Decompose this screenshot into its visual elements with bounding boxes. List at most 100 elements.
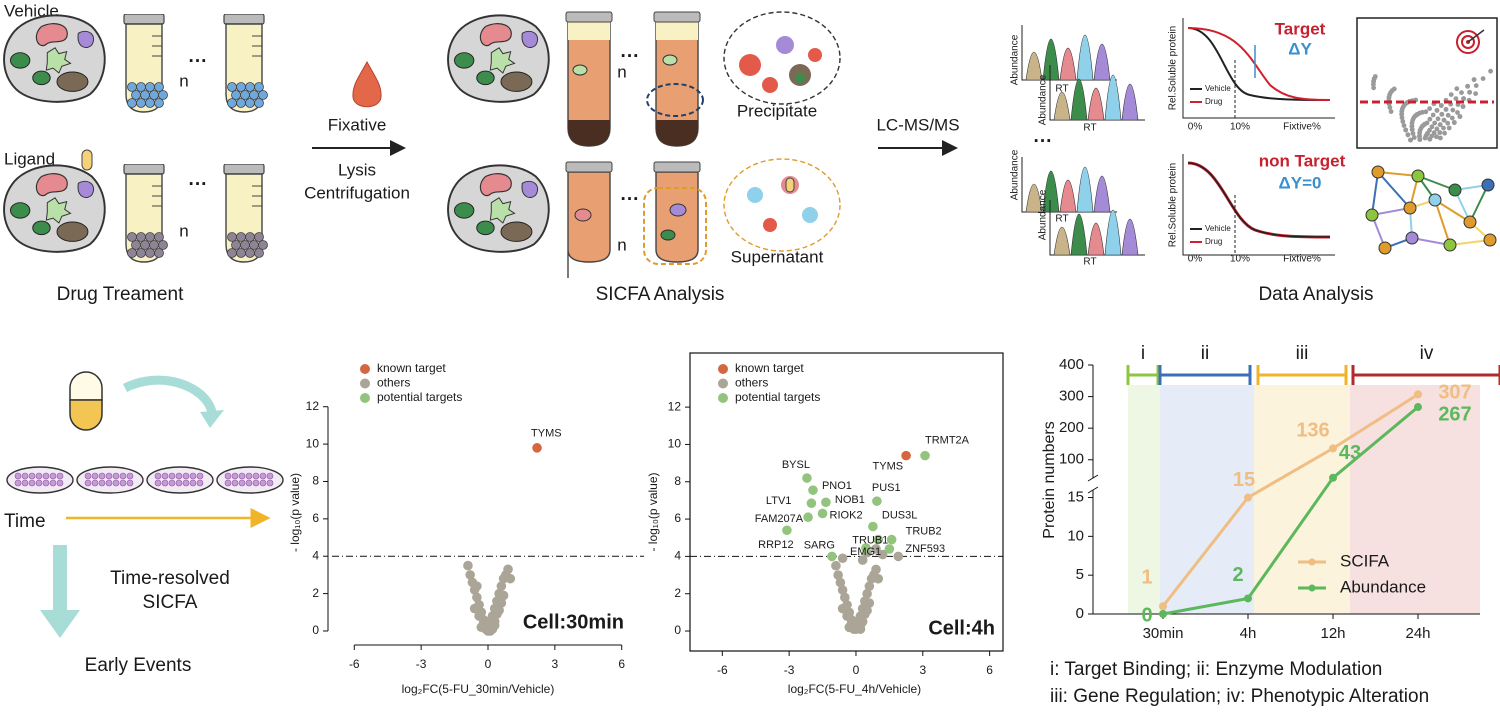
dish-cell — [182, 472, 190, 480]
icon-dot — [1473, 91, 1478, 96]
bead — [158, 240, 168, 250]
network-node — [1365, 208, 1379, 222]
peak — [1087, 222, 1105, 256]
axis-label: RT — [1055, 84, 1068, 95]
legend-label: SCIFA — [1340, 551, 1390, 570]
bead — [258, 240, 268, 250]
bead — [227, 248, 237, 258]
supernatant-highlight — [643, 187, 707, 265]
soluble-proteins — [747, 176, 818, 232]
data-point — [873, 573, 884, 584]
icon-dot — [1408, 137, 1413, 143]
stage-label: i — [1141, 343, 1145, 364]
network-icon — [1365, 165, 1497, 255]
data-point — [806, 498, 817, 509]
dish-cell — [224, 479, 232, 487]
icon-dot — [1429, 124, 1435, 130]
y-tick-label: 6 — [312, 511, 319, 525]
bead — [140, 240, 150, 250]
bead — [131, 240, 141, 250]
dish-cell — [49, 479, 57, 487]
precipitate-zoom — [723, 11, 841, 105]
peak — [1104, 209, 1122, 256]
icon-dot — [1473, 83, 1479, 88]
dish-cell — [91, 479, 99, 487]
data-point — [846, 622, 857, 633]
icon-dot — [1410, 131, 1416, 136]
label: Ligand — [4, 149, 55, 168]
axis-label: Abundance — [1010, 34, 1021, 85]
point-label: RIOK2 — [830, 509, 863, 521]
data-point — [827, 551, 837, 562]
value-label: 2 — [1232, 564, 1243, 586]
icon-dot — [1457, 114, 1463, 119]
legend-label: Vehicle — [1205, 224, 1231, 233]
data-point — [465, 570, 475, 580]
curved-arrow-head — [200, 410, 224, 428]
icon-dot — [1434, 108, 1440, 113]
dish-cell — [196, 479, 204, 487]
legend-label: others — [377, 376, 410, 390]
dish-cell — [119, 472, 127, 480]
bead — [145, 248, 155, 258]
bead — [236, 232, 246, 242]
bead — [145, 98, 155, 108]
data-point — [498, 590, 509, 601]
legend-label: known target — [735, 361, 804, 375]
axis-label: Abundance — [1038, 189, 1049, 240]
stage-label: iv — [1420, 343, 1434, 364]
data-point — [782, 525, 792, 536]
label: SICFA — [143, 592, 198, 613]
icon-dot — [1399, 108, 1405, 114]
data-point — [862, 588, 872, 599]
dish-cell — [259, 472, 267, 480]
point-label: RRP12 — [758, 539, 793, 551]
icon-dot — [1422, 121, 1427, 127]
y-tick-label: 2 — [312, 586, 319, 600]
icon-dot — [1387, 105, 1393, 110]
y-tick-label: 10 — [1067, 527, 1084, 544]
chart-title: Cell:4h — [928, 617, 995, 639]
ellipsis: ··· — [1034, 131, 1053, 152]
bead — [127, 98, 137, 108]
legend-marker — [360, 378, 370, 389]
y-axis-label: Protein numbers — [1041, 421, 1058, 538]
icon-dot — [1441, 125, 1446, 131]
icon-dot — [1453, 96, 1459, 101]
stage-shade — [1128, 385, 1160, 614]
dish-cell — [28, 479, 36, 487]
dish-cell — [28, 472, 36, 480]
data-point — [862, 605, 872, 616]
data-point — [857, 555, 868, 565]
label: Target — [1275, 19, 1326, 38]
data-point — [833, 570, 843, 580]
y-tick-label: 2 — [674, 586, 681, 600]
data-point — [835, 577, 846, 588]
x-tick-label: -3 — [416, 657, 427, 671]
icon-dot — [1388, 109, 1394, 114]
network-edge — [1417, 175, 1456, 191]
legend-marker — [360, 393, 370, 403]
y-axis-label: - log₁₀(p value) — [646, 472, 660, 551]
icon-dot — [1434, 134, 1439, 140]
data-point — [864, 581, 875, 592]
x-tick-label: 4h — [1240, 625, 1257, 642]
peak — [1025, 52, 1043, 81]
peak — [1121, 83, 1139, 121]
network-node — [1371, 165, 1385, 179]
bead — [258, 90, 268, 100]
bead — [236, 82, 246, 92]
dish-cell — [224, 472, 232, 480]
data-point — [864, 598, 875, 608]
y-axis-label: - log₁₀(p value) — [288, 473, 302, 552]
y-tick-label: 15 — [1067, 488, 1084, 505]
dish-cell — [112, 472, 120, 480]
icon-dot — [1438, 135, 1443, 141]
icon-dot — [1480, 76, 1486, 81]
legend-label: Drug — [1205, 237, 1222, 246]
data-point — [840, 592, 850, 603]
value-label: 0 — [1141, 604, 1152, 626]
stage-shade — [1160, 385, 1254, 614]
melting-curves — [1182, 18, 1335, 256]
bead — [245, 82, 255, 92]
